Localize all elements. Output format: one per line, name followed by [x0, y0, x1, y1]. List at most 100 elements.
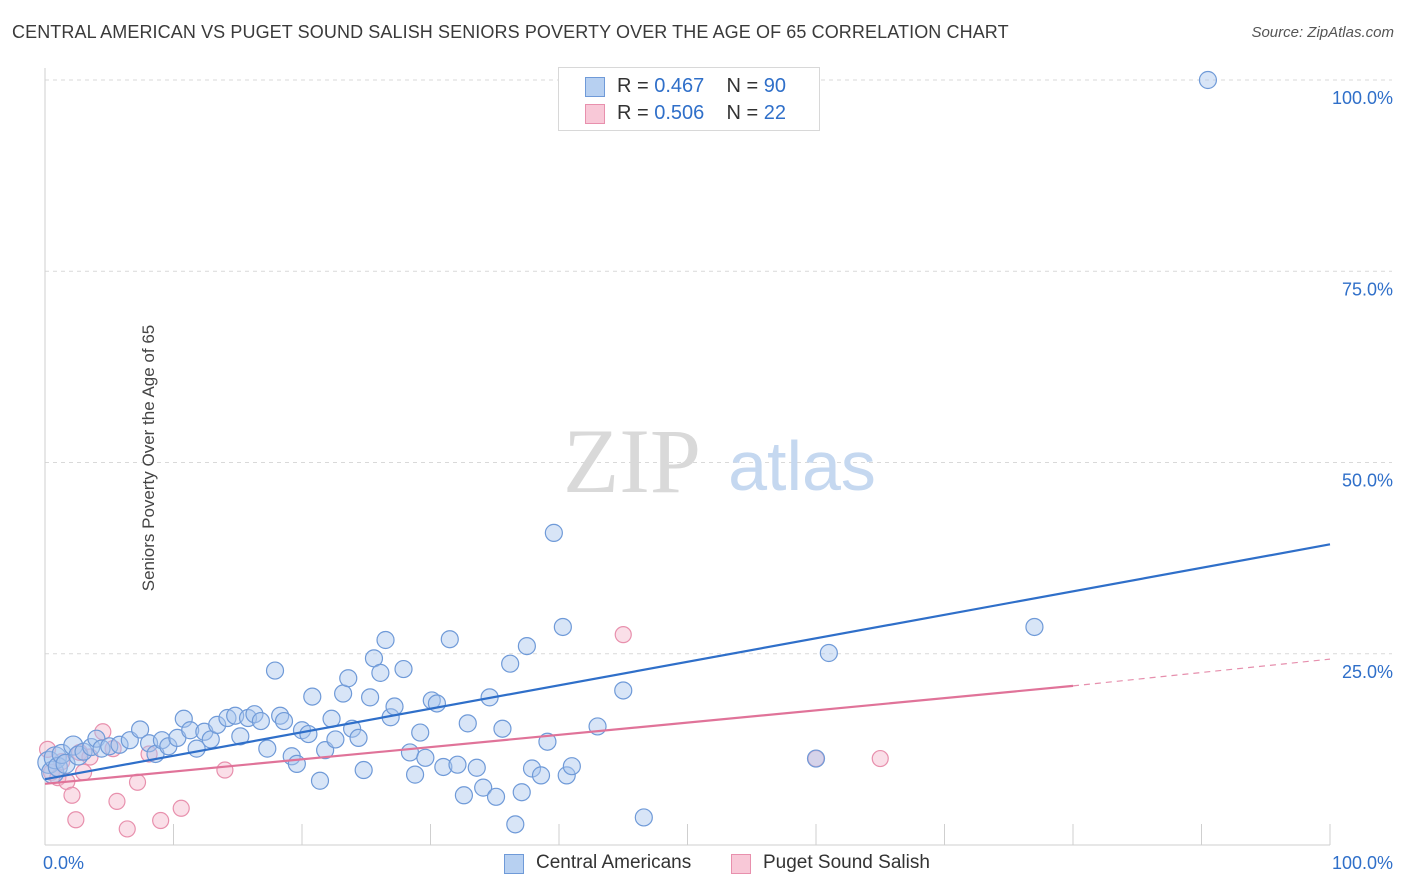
data-point-central-americans	[181, 721, 200, 740]
trendline-central-americans	[44, 543, 1331, 781]
data-point-central-americans	[361, 688, 380, 707]
data-point-central-americans	[562, 757, 581, 776]
points-puget-sound-salish	[38, 626, 889, 838]
data-point-central-americans	[354, 760, 373, 780]
data-point-central-americans	[299, 724, 318, 744]
data-point-puget-sound-salish	[63, 786, 81, 804]
data-point-central-americans	[467, 758, 486, 777]
legend-r-value: 0.506	[654, 102, 705, 124]
legend-n-label: N =	[726, 75, 759, 97]
points-central-americans	[37, 70, 1218, 834]
legend-n-value: 90	[763, 75, 787, 97]
y-axis-label: Seniors Poverty Over the Age of 65	[139, 324, 159, 592]
chart-title: CENTRAL AMERICAN VS PUGET SOUND SALISH S…	[12, 22, 1009, 42]
data-point-central-americans	[334, 684, 353, 703]
data-point-central-americans	[440, 630, 459, 649]
legend-r-label: R =	[617, 75, 649, 97]
y-tick-label: 25.0%	[1342, 662, 1393, 682]
tick-label-layer: 25.0% 50.0% 75.0% 100.0% 0.0% 100.0%	[43, 88, 1393, 873]
legend-r-value: 0.467	[654, 75, 705, 97]
data-point-central-americans	[454, 786, 474, 805]
data-point-central-americans	[434, 757, 453, 777]
data-point-central-americans	[806, 749, 826, 768]
data-point-central-americans	[110, 735, 129, 754]
data-point-central-americans	[614, 681, 633, 700]
data-point-puget-sound-salish	[140, 745, 158, 763]
data-point-puget-sound-salish	[614, 626, 632, 644]
data-point-central-americans	[531, 766, 551, 785]
data-point-central-americans	[474, 778, 493, 797]
data-point-central-americans	[394, 659, 413, 679]
trendline-puget-sound-salish-extension	[1072, 658, 1331, 687]
data-point-central-americans	[258, 739, 277, 758]
data-point-central-americans	[310, 771, 330, 790]
data-point-central-americans	[265, 661, 285, 680]
data-point-puget-sound-salish	[108, 792, 126, 810]
x-tick-label: 100.0%	[1332, 853, 1393, 873]
data-point-central-americans	[506, 815, 525, 834]
data-point-central-americans	[458, 714, 477, 733]
source-label: Source: ZipAtlas.com	[1251, 24, 1394, 41]
data-point-puget-sound-salish	[172, 799, 190, 817]
data-point-central-americans	[411, 723, 430, 742]
watermark: ZIP atlas	[563, 410, 876, 512]
legend-r-label: R =	[617, 102, 649, 124]
legend-text-pink: R = 0.506 N = 22	[617, 102, 786, 125]
data-point-central-americans	[553, 617, 572, 637]
data-point-central-americans	[287, 754, 306, 774]
data-point-central-americans	[544, 523, 563, 542]
data-point-central-americans	[130, 720, 150, 739]
x-tick-label: 0.0%	[43, 853, 84, 873]
data-point-central-americans	[522, 759, 542, 778]
legend-text-blue: R = 0.467 N = 90	[617, 75, 786, 98]
grid-layer	[45, 79, 1392, 655]
data-point-central-americans	[385, 697, 404, 716]
y-tick-label: 50.0%	[1342, 471, 1393, 491]
data-point-puget-sound-salish	[152, 811, 170, 830]
data-point-central-americans	[174, 709, 193, 728]
y-tick-label: 75.0%	[1342, 279, 1393, 299]
data-point-puget-sound-salish	[871, 749, 889, 768]
bottom-legend-label-blue: Central Americans	[536, 852, 692, 873]
data-point-central-americans	[486, 787, 506, 806]
legend-swatch-blue	[585, 77, 605, 97]
data-point-central-americans	[517, 636, 536, 656]
data-point-central-americans	[349, 728, 368, 748]
data-point-central-americans	[371, 663, 390, 682]
data-point-central-americans	[634, 808, 653, 827]
trend-layer	[44, 543, 1331, 785]
bottom-legend-swatch-blue	[504, 854, 524, 874]
y-tick-label: 100.0%	[1332, 88, 1393, 108]
correlation-legend: R = 0.467 N = 90 R = 0.506 N = 22	[558, 67, 820, 131]
data-point-central-americans	[512, 783, 531, 802]
data-point-central-americans	[303, 687, 322, 706]
data-point-central-americans	[1198, 70, 1218, 90]
legend-n-label: N =	[726, 102, 759, 124]
data-point-central-americans	[376, 630, 395, 650]
data-point-central-americans	[416, 748, 435, 767]
legend-swatch-pink	[585, 104, 605, 124]
data-point-central-americans	[557, 766, 576, 785]
data-point-central-americans	[251, 711, 270, 731]
data-point-puget-sound-salish	[67, 811, 85, 829]
data-point-central-americans	[326, 730, 345, 749]
watermark-atlas: atlas	[728, 427, 876, 505]
legend-n-value: 22	[763, 102, 787, 124]
data-point-central-americans	[208, 715, 227, 734]
data-point-central-americans	[339, 669, 358, 688]
data-point-puget-sound-salish	[128, 773, 147, 791]
data-point-central-americans	[274, 711, 294, 731]
data-point-central-americans	[400, 743, 420, 762]
bottom-legend-label-pink: Puget Sound Salish	[763, 852, 930, 873]
data-point-central-americans	[493, 719, 512, 738]
data-point-puget-sound-salish	[216, 761, 234, 779]
axis-layer	[44, 68, 1331, 846]
data-point-puget-sound-salish	[118, 820, 136, 838]
data-point-central-americans	[405, 765, 425, 784]
data-point-central-americans	[448, 755, 467, 774]
watermark-zip: ZIP	[563, 410, 701, 512]
data-point-central-americans	[501, 654, 520, 673]
data-point-central-americans	[245, 705, 264, 724]
data-point-central-americans	[538, 732, 557, 751]
